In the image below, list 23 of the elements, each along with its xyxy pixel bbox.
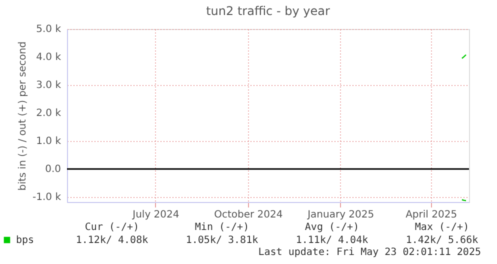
text: Max (-/+) xyxy=(414,222,470,233)
legend-label: bps xyxy=(16,235,34,246)
y-tick-label: 1.0 k xyxy=(36,136,62,147)
x-tick-label: January 2025 xyxy=(306,210,374,220)
y-tick-label: 5.0 k xyxy=(36,24,62,35)
text: Avg (-/+) xyxy=(304,222,360,233)
y-axis-title: bits in (-) / out (+) per second xyxy=(18,41,28,191)
x-tick-label: October 2024 xyxy=(214,210,283,220)
text: Last update: Fri May 23 02:01:11 2025 xyxy=(258,247,481,258)
y-tick-label: 2.0 k xyxy=(36,108,62,119)
y-tick-label: 0.0 xyxy=(45,164,61,175)
x-tick-label: April 2025 xyxy=(406,210,458,220)
text: 1.42k/ 5.66k xyxy=(406,235,478,246)
text: 1.11k/ 4.04k xyxy=(296,235,368,246)
y-tick-label: -1.0 k xyxy=(32,192,62,203)
text: 1.05k/ 3.81k xyxy=(186,235,258,246)
x-tick-label: July 2024 xyxy=(132,210,180,220)
chart-title: tun2 traffic - by year xyxy=(206,4,330,18)
y-tick-label: 3.0 k xyxy=(36,80,62,91)
text: Min (-/+) xyxy=(194,222,250,233)
y-tick-label: 4.0 k xyxy=(36,52,62,63)
text: 1.12k/ 4.08k xyxy=(76,235,148,246)
text: Cur (-/+) xyxy=(84,222,140,233)
